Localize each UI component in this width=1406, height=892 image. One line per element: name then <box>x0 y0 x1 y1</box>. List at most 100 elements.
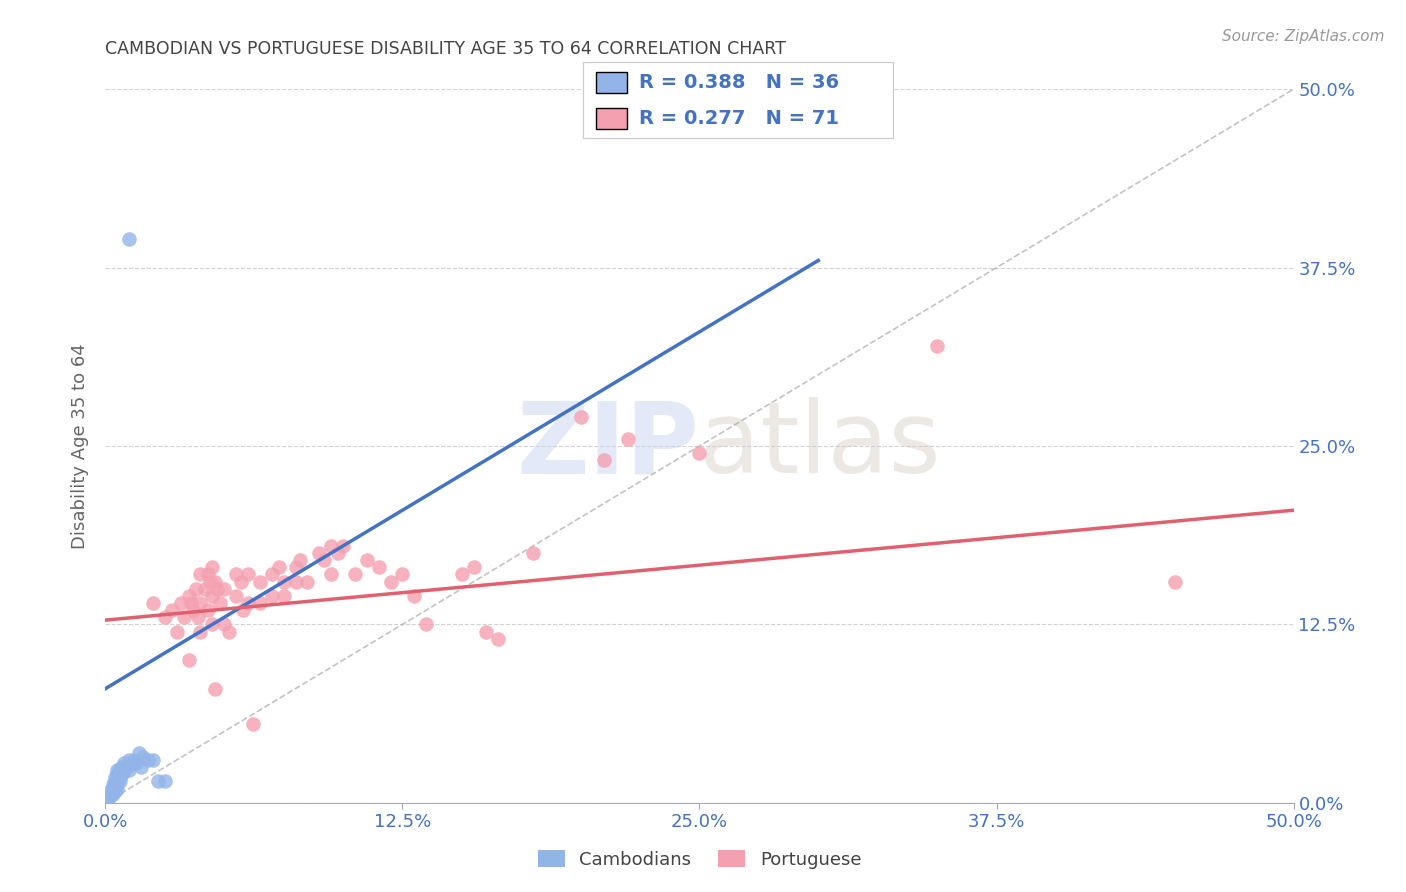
Point <box>267 560 290 574</box>
Point <box>153 610 176 624</box>
Point <box>297 574 319 589</box>
Point <box>205 582 228 596</box>
Point <box>415 617 437 632</box>
Point <box>190 624 212 639</box>
Point <box>118 753 141 767</box>
Point <box>104 779 127 793</box>
Point <box>201 589 224 603</box>
Point <box>122 753 145 767</box>
Point <box>463 560 485 574</box>
Point <box>284 560 307 574</box>
Point <box>105 781 128 796</box>
Point <box>180 596 202 610</box>
Point <box>367 560 389 574</box>
Point <box>925 339 948 353</box>
Point <box>249 574 271 589</box>
Point <box>236 596 259 610</box>
Point <box>214 582 236 596</box>
Point <box>97 793 120 807</box>
Point <box>391 567 413 582</box>
Point <box>105 777 128 791</box>
Point <box>201 560 224 574</box>
Point <box>617 432 640 446</box>
Point <box>105 772 128 786</box>
Point <box>242 717 264 731</box>
Point <box>204 681 226 696</box>
Point <box>328 546 350 560</box>
Point <box>128 746 150 760</box>
Point <box>184 582 207 596</box>
Point <box>132 750 155 764</box>
Point <box>194 582 217 596</box>
Point <box>593 453 616 467</box>
Point <box>522 546 544 560</box>
Point <box>118 763 141 777</box>
Point <box>290 553 312 567</box>
Point <box>173 610 195 624</box>
Point <box>183 603 205 617</box>
Point <box>101 787 124 801</box>
Point <box>104 784 127 798</box>
Point <box>98 789 121 803</box>
Point <box>108 770 131 784</box>
Point <box>142 753 165 767</box>
Point <box>308 546 330 560</box>
Text: R = 0.277   N = 71: R = 0.277 N = 71 <box>640 109 839 128</box>
Point <box>121 757 143 772</box>
Point <box>229 574 252 589</box>
Y-axis label: Disability Age 35 to 64: Disability Age 35 to 64 <box>72 343 90 549</box>
Point <box>204 574 226 589</box>
Text: atlas: atlas <box>700 398 941 494</box>
Point <box>450 567 472 582</box>
Point <box>232 603 254 617</box>
Point <box>380 574 402 589</box>
Point <box>236 567 259 582</box>
Point <box>260 567 283 582</box>
Point <box>166 624 188 639</box>
Point <box>273 589 295 603</box>
Point <box>177 653 200 667</box>
Point <box>101 781 124 796</box>
Point <box>177 589 200 603</box>
Text: R = 0.388   N = 36: R = 0.388 N = 36 <box>640 72 839 92</box>
Point <box>343 567 366 582</box>
Point <box>104 774 127 789</box>
Point <box>190 567 212 582</box>
Point <box>125 756 148 770</box>
Point <box>146 774 169 789</box>
Point <box>111 767 134 781</box>
Point <box>356 553 378 567</box>
Point <box>108 774 131 789</box>
Point <box>153 774 176 789</box>
Legend: Cambodians, Portuguese: Cambodians, Portuguese <box>530 843 869 876</box>
Point <box>312 553 335 567</box>
Point <box>115 760 138 774</box>
Text: ZIP: ZIP <box>516 398 700 494</box>
Point <box>474 624 496 639</box>
Point <box>404 589 426 603</box>
Point <box>284 574 307 589</box>
Point <box>104 770 127 784</box>
Point <box>129 760 152 774</box>
Point <box>190 596 212 610</box>
Point <box>170 596 193 610</box>
Point <box>486 632 509 646</box>
Point <box>332 539 354 553</box>
Point <box>101 777 124 791</box>
Point <box>111 760 134 774</box>
FancyBboxPatch shape <box>596 71 627 93</box>
Point <box>136 753 159 767</box>
Point <box>569 410 592 425</box>
Point <box>160 603 183 617</box>
Point <box>1164 574 1187 589</box>
Point <box>105 763 128 777</box>
Point <box>197 603 219 617</box>
Point <box>114 764 136 779</box>
Point <box>214 617 236 632</box>
Point <box>273 574 295 589</box>
Point <box>321 567 343 582</box>
Point <box>249 596 271 610</box>
Point <box>260 589 283 603</box>
Point <box>142 596 165 610</box>
FancyBboxPatch shape <box>596 108 627 129</box>
